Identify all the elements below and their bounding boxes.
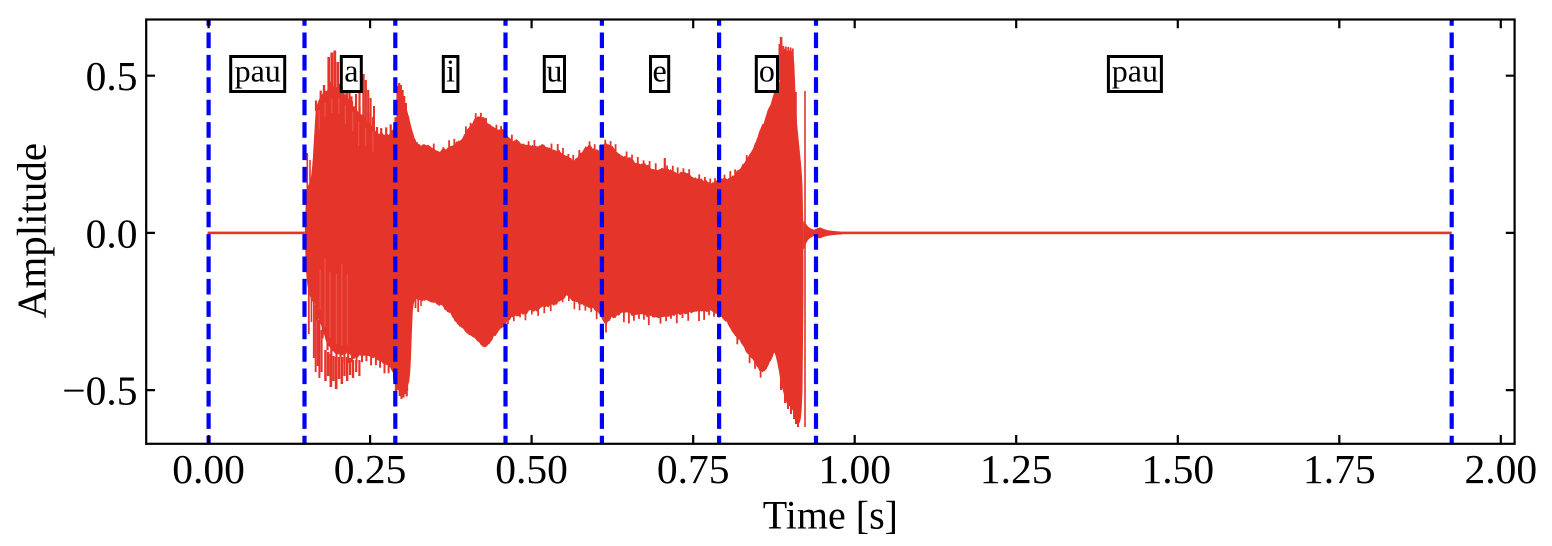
svg-text:1.50: 1.50 [1141,446,1214,492]
svg-text:0.25: 0.25 [334,446,407,492]
svg-text:e: e [652,53,666,89]
svg-text:Amplitude: Amplitude [9,143,55,318]
svg-text:−0.5: −0.5 [62,368,137,414]
svg-text:u: u [546,53,562,89]
svg-text:1.25: 1.25 [980,446,1053,492]
svg-text:Time [s]: Time [s] [763,493,898,538]
svg-text:0.0: 0.0 [86,210,138,256]
svg-text:0.75: 0.75 [657,446,730,492]
svg-text:2.00: 2.00 [1464,446,1537,492]
svg-text:0.50: 0.50 [495,446,568,492]
svg-text:pau: pau [1112,53,1158,89]
svg-text:a: a [344,53,358,89]
svg-text:1.00: 1.00 [818,446,891,492]
svg-text:o: o [759,53,775,89]
svg-text:i: i [446,53,455,89]
svg-text:0.00: 0.00 [172,446,245,492]
svg-text:1.75: 1.75 [1303,446,1376,492]
svg-text:pau: pau [235,53,281,89]
svg-text:0.5: 0.5 [86,53,138,99]
